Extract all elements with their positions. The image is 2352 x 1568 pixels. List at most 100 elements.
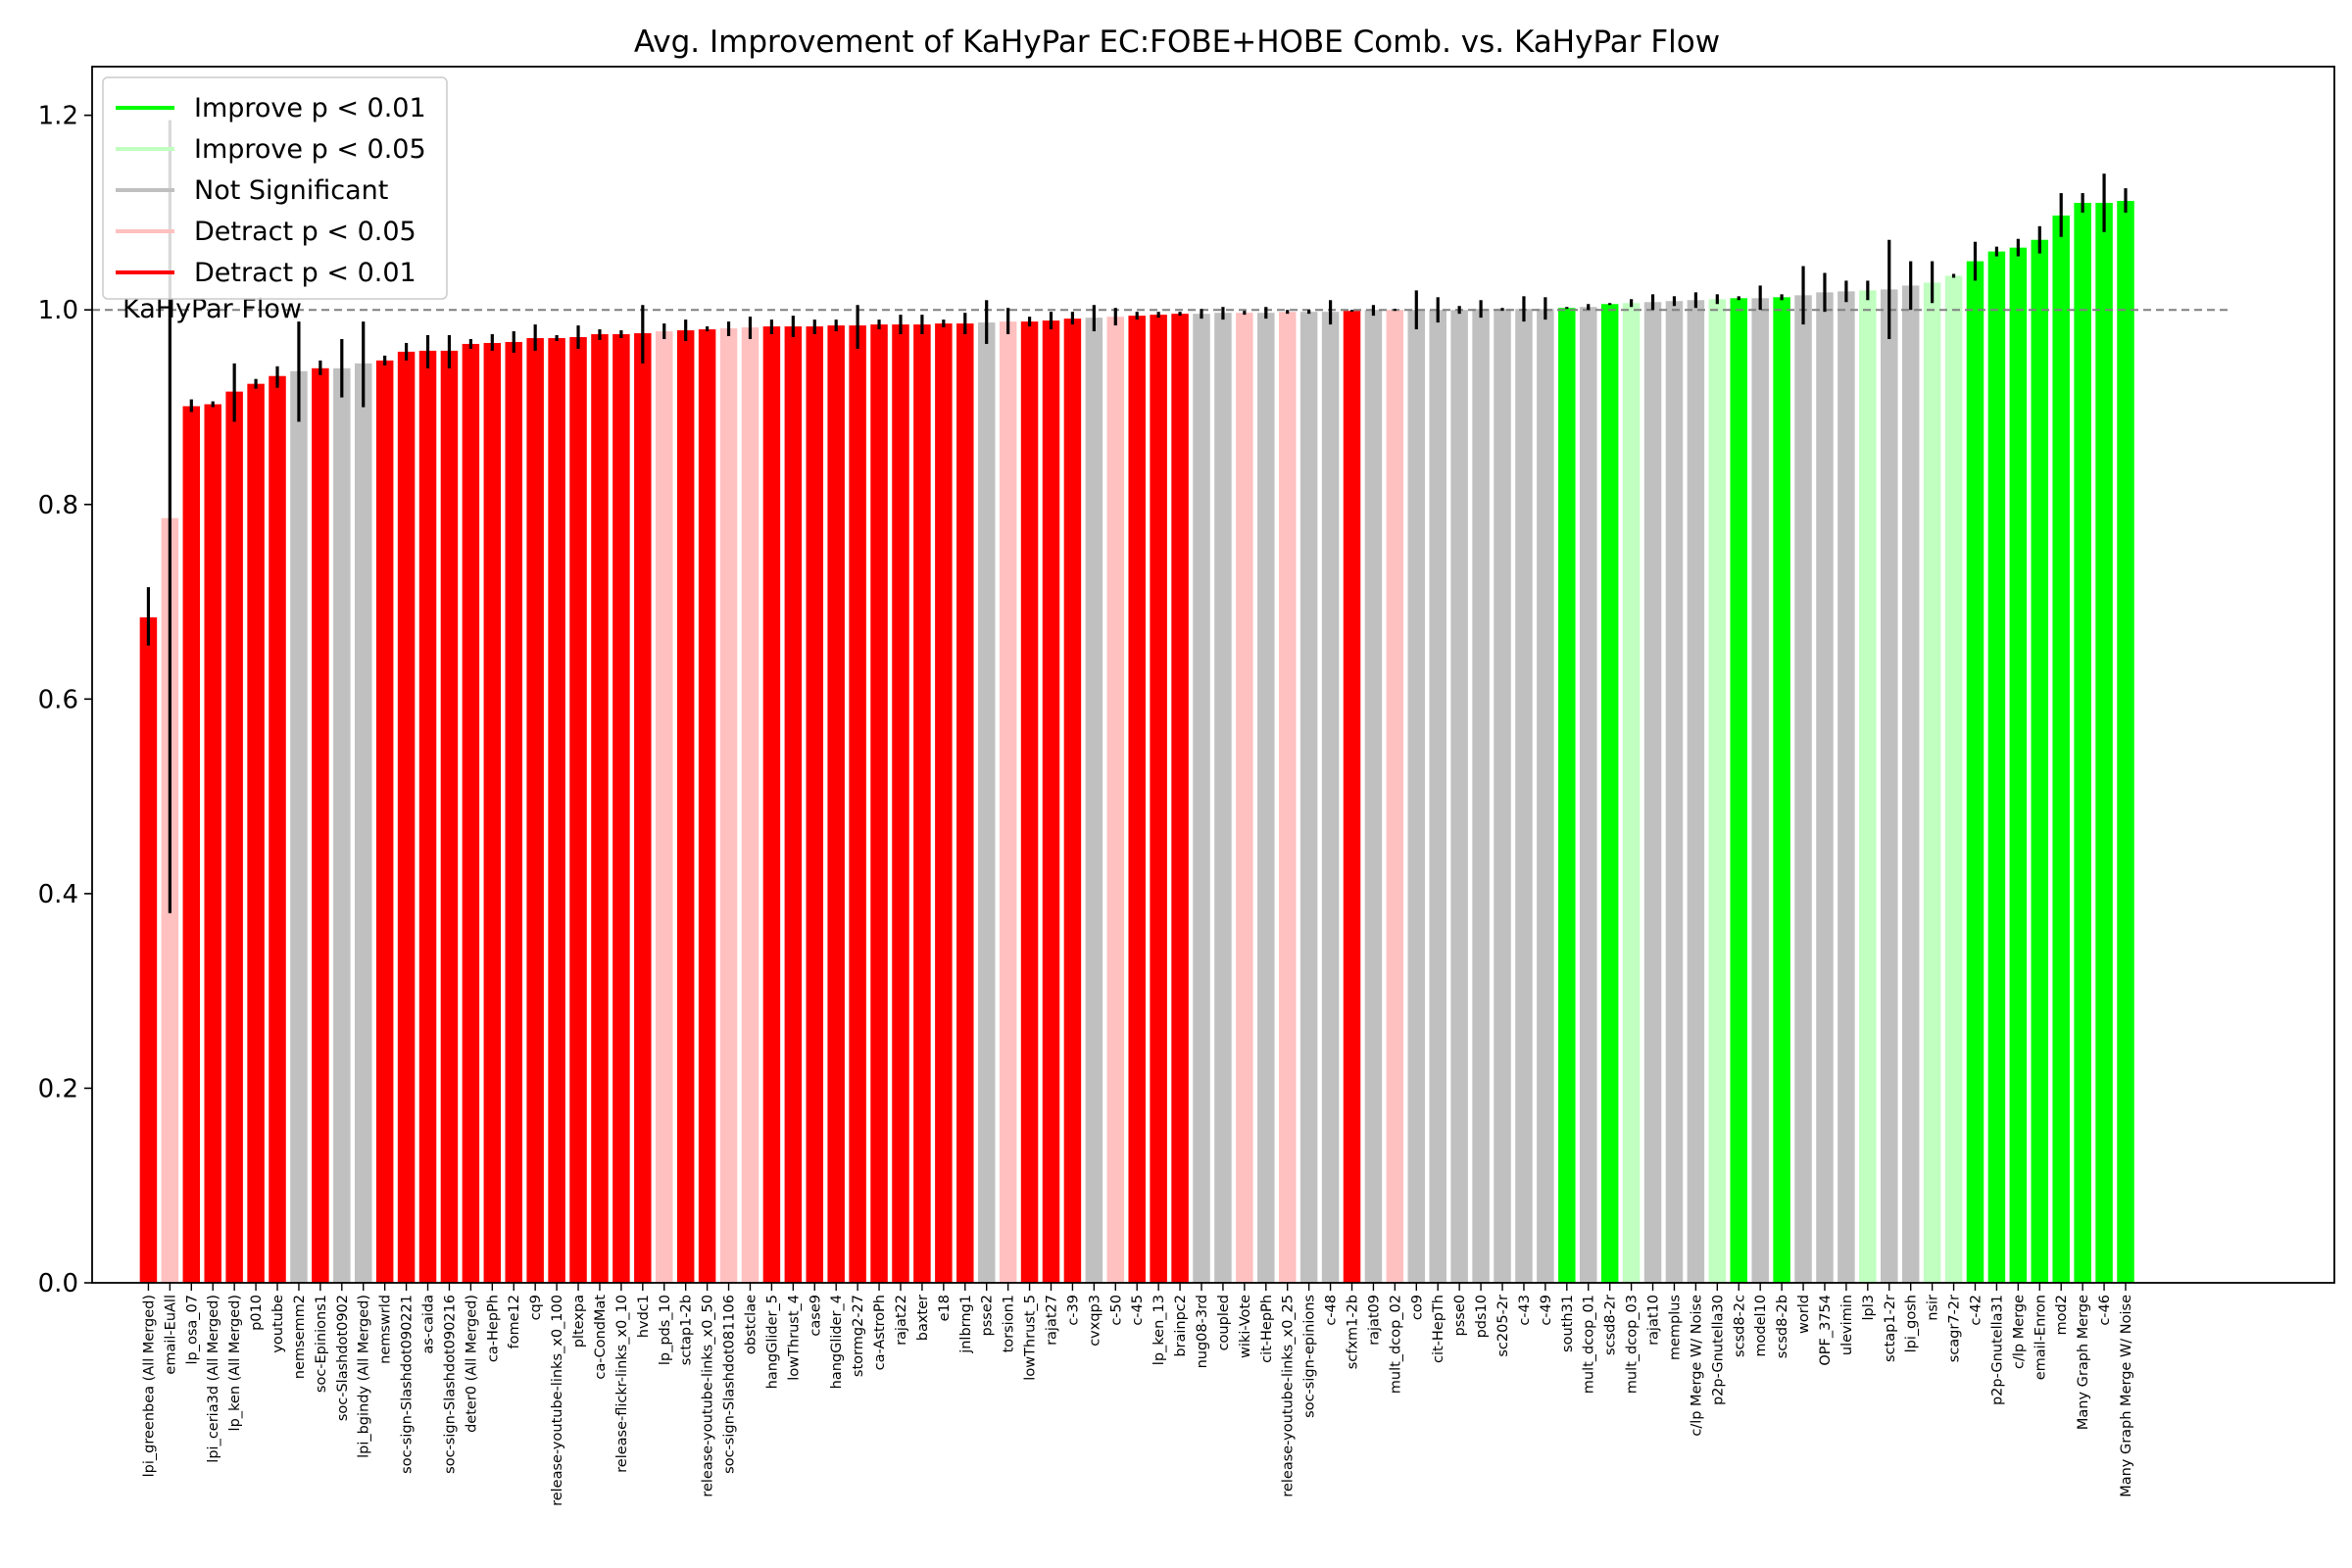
bar (827, 325, 845, 1283)
bar (762, 326, 781, 1283)
bar (2052, 215, 2070, 1283)
bar (225, 391, 243, 1283)
x-tick-label: lpi_greenbea (All Merged) (141, 1295, 157, 1477)
x-tick-label: release-youtube-links_x0_50 (701, 1295, 716, 1497)
x-tick-label: rajat22 (894, 1295, 909, 1346)
x-tick-label: ca-CondMat (593, 1295, 609, 1380)
bar (656, 331, 673, 1283)
bar (892, 324, 909, 1283)
x-tick-label: c-39 (1065, 1295, 1081, 1326)
y-tick-label: 1.0 (38, 296, 78, 325)
y-tick-label: 0.6 (38, 685, 78, 714)
x-tick-label: co9 (1409, 1295, 1425, 1320)
bar (1450, 310, 1468, 1283)
x-tick-label: psse2 (980, 1295, 996, 1336)
x-tick-label: cit-HepTh (1431, 1295, 1446, 1363)
bar (312, 368, 329, 1283)
x-tick-label: soc-sign-Slashdot081106 (722, 1295, 738, 1474)
bar (418, 350, 437, 1284)
x-tick-label: coupled (1216, 1295, 1232, 1350)
x-tick-label: lpl3 (1861, 1295, 1877, 1321)
bar (247, 383, 265, 1283)
x-tick-label: lpi_gosh (1904, 1295, 1920, 1352)
bar (462, 343, 480, 1283)
bar (2117, 201, 2134, 1284)
bar (1386, 310, 1404, 1283)
x-tick-label: release-flickr-links_x0_10 (614, 1295, 630, 1473)
bar (1923, 282, 1941, 1283)
x-tick-label: memplus (1667, 1295, 1683, 1360)
legend-label: Detract p < 0.01 (194, 258, 416, 288)
bar (1214, 313, 1232, 1283)
x-tick-label: scfxm1-2b (1346, 1295, 1361, 1369)
x-tick-label: brainpc2 (1173, 1295, 1189, 1357)
bar (1515, 309, 1533, 1283)
x-tick-label: mult_dcop_01 (1582, 1295, 1597, 1394)
bar (354, 363, 372, 1284)
x-tick-label: south31 (1560, 1295, 1576, 1352)
bar (397, 351, 416, 1284)
bar (269, 375, 286, 1283)
x-tick-label: pds10 (1474, 1295, 1490, 1338)
x-tick-label: rajat10 (1646, 1295, 1662, 1346)
x-tick-label: lp_ken_13 (1152, 1295, 1167, 1365)
x-tick-label: lowThrust_5 (1023, 1295, 1039, 1381)
y-tick-label: 0.0 (38, 1269, 78, 1298)
bar (1278, 312, 1297, 1283)
bar (1751, 298, 1769, 1284)
bar (1579, 307, 1597, 1284)
bar (1193, 314, 1210, 1283)
x-tick-label: hvdc1 (636, 1295, 652, 1338)
bar (806, 326, 824, 1283)
bar (913, 324, 931, 1283)
x-tick-label: scsd8-2b (1775, 1295, 1790, 1358)
bar (290, 370, 308, 1283)
bar (1042, 320, 1060, 1283)
x-tick-label: youtube (270, 1295, 286, 1353)
x-tick-label: torsion1 (1002, 1295, 1017, 1352)
bar (1299, 312, 1318, 1283)
x-tick-label: hangGlider_4 (829, 1295, 845, 1389)
x-tick-label: hangGlider_5 (764, 1295, 780, 1389)
bar (1106, 317, 1125, 1283)
legend: Improve p < 0.01 Improve p < 0.05 Not Sign… (102, 76, 448, 300)
bar (2074, 202, 2091, 1284)
x-tick-label: ca-AstroPh (872, 1295, 888, 1370)
bar (1085, 318, 1103, 1283)
x-tick-label: obstclae (743, 1295, 759, 1354)
bar (1494, 309, 1511, 1283)
legend-label: Improve p < 0.01 (194, 93, 426, 123)
bar (591, 334, 609, 1283)
x-tick-label: cit-HepPh (1259, 1295, 1275, 1363)
bar (676, 330, 695, 1283)
bar (1020, 321, 1039, 1283)
bar (612, 334, 630, 1283)
x-tick-label: rajat09 (1366, 1295, 1382, 1346)
bar (548, 337, 565, 1283)
x-tick-label: e18 (937, 1295, 953, 1321)
x-tick-label: as-caida (421, 1295, 437, 1354)
x-tick-label: case9 (808, 1295, 823, 1337)
x-tick-label: lp_ken (All Merged) (227, 1295, 243, 1431)
x-tick-label: sctap1-2r (1883, 1295, 1898, 1362)
bar (1063, 318, 1082, 1283)
bar (526, 337, 544, 1283)
x-tick-label: nemsemm2 (292, 1295, 308, 1379)
bar (1966, 261, 1984, 1283)
bar (2009, 247, 2028, 1284)
bar (1558, 308, 1576, 1284)
x-tick-label: scsd8-2c (1732, 1295, 1747, 1357)
x-tick-label: lpi_bgindy (All Merged) (357, 1295, 372, 1458)
x-tick-label: p2p-Gnutella30 (1710, 1295, 1726, 1405)
x-tick-label: psse0 (1452, 1295, 1468, 1336)
x-tick-label: scsd8-2r (1603, 1295, 1619, 1355)
x-tick-label: release-youtube-links_x0_25 (1281, 1295, 1297, 1497)
x-tick-label: deter0 (All Merged) (464, 1295, 479, 1433)
x-tick-label: soc-sign-Slashdot090221 (400, 1295, 416, 1474)
x-tick-label: fome12 (507, 1295, 522, 1348)
bar (698, 329, 716, 1283)
bar (1708, 299, 1727, 1284)
bar (1236, 313, 1253, 1283)
